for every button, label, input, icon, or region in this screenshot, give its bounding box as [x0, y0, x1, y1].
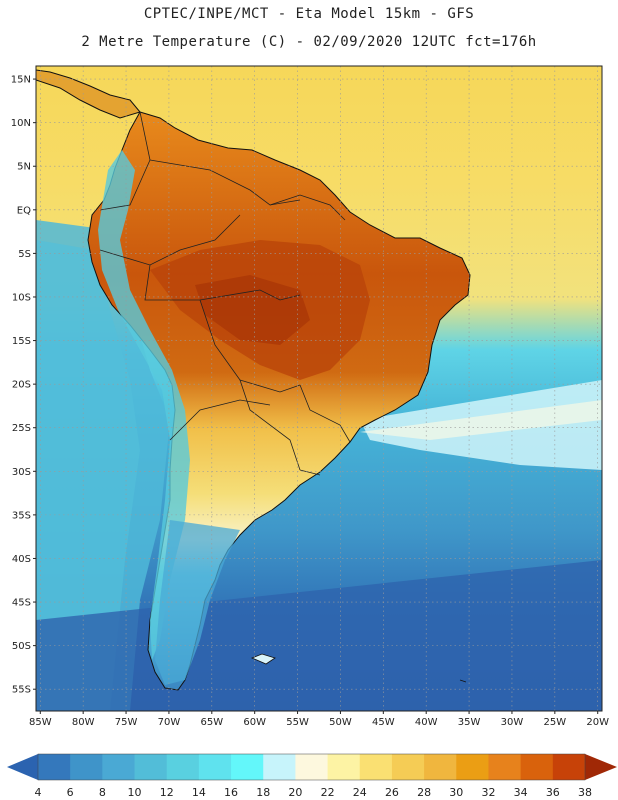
colorbar-label: 24	[353, 786, 367, 799]
lat-label: 50S	[12, 641, 31, 652]
lat-label: 55S	[12, 685, 31, 696]
colorbar-swatch	[102, 754, 136, 780]
colorbar-swatch	[70, 754, 103, 780]
colorbar-min-arrow	[7, 754, 38, 780]
lat-label: 5N	[17, 162, 31, 173]
lat-label: 15S	[12, 336, 31, 347]
lat-label: 30S	[12, 467, 31, 478]
colorbar-label: 14	[192, 786, 206, 799]
lat-label: 35S	[12, 510, 31, 521]
lon-label: 65W	[200, 717, 223, 728]
colorbar-swatch	[166, 754, 200, 780]
lat-label: 20S	[12, 380, 31, 391]
lat-label: EQ	[17, 205, 31, 216]
lon-label: 45W	[372, 717, 395, 728]
colorbar-swatch	[198, 754, 232, 780]
colorbar-label: 4	[35, 786, 42, 799]
lon-label: 80W	[72, 717, 95, 728]
colorbar-swatch	[263, 754, 296, 780]
lat-label: 5S	[18, 249, 31, 260]
lon-label: 50W	[329, 717, 352, 728]
lat-label: 10N	[11, 118, 31, 129]
lon-label: 20W	[586, 717, 609, 728]
lat-label: 45S	[12, 598, 31, 609]
map-subtitle: 2 Metre Temperature (C) - 02/09/2020 12U…	[81, 34, 537, 50]
lon-label: 75W	[115, 717, 138, 728]
lon-label: 30W	[501, 717, 524, 728]
colorbar-label: 26	[385, 786, 399, 799]
colorbar-label: 6	[67, 786, 74, 799]
lat-label: 10S	[12, 292, 31, 303]
colorbar-swatch	[520, 754, 554, 780]
map-title: CPTEC/INPE/MCT - Eta Model 15km - GFS	[143, 6, 475, 22]
latitude-labels: 15N 10N 5N EQ 5S 10S 15S 20S 25S 30S 35S 40S 45S 50S 5…	[11, 75, 36, 696]
colorbar-max-arrow	[585, 754, 617, 780]
colorbar-label: 32	[481, 786, 495, 799]
colorbar-label: 12	[160, 786, 174, 799]
lon-label: 55W	[286, 717, 309, 728]
colorbar-swatch	[552, 754, 586, 780]
lon-label: 35W	[458, 717, 481, 728]
lon-label: 85W	[29, 717, 52, 728]
colorbar-label: 36	[546, 786, 560, 799]
colorbar-label: 28	[417, 786, 431, 799]
colorbar-swatch	[488, 754, 522, 780]
colorbar-label: 20	[288, 786, 302, 799]
colorbar: 4 6 8 10 12 14 16 18 20 22 24 26 28 30 32 34 36 38	[7, 753, 617, 799]
colorbar-label: 10	[128, 786, 142, 799]
colorbar-swatch	[38, 754, 71, 780]
lat-label: 40S	[12, 554, 31, 565]
map-frame	[35, 65, 603, 712]
colorbar-label: 18	[256, 786, 270, 799]
colorbar-swatch	[295, 754, 329, 780]
colorbar-label: 38	[578, 786, 592, 799]
colorbar-swatch	[424, 754, 457, 780]
country-borders	[99, 111, 351, 476]
lon-label: 70W	[158, 717, 181, 728]
colorbar-label: 22	[321, 786, 335, 799]
colorbar-swatch	[327, 754, 361, 780]
lon-label: 25W	[544, 717, 567, 728]
lat-label: 15N	[11, 75, 31, 86]
lon-label: 60W	[243, 717, 266, 728]
colorbar-label: 30	[449, 786, 463, 799]
colorbar-swatch	[134, 754, 168, 780]
colorbar-label: 16	[224, 786, 238, 799]
colorbar-label: 34	[514, 786, 528, 799]
lat-label: 25S	[12, 423, 31, 434]
colorbar-swatch	[456, 754, 489, 780]
lon-label: 40W	[415, 717, 438, 728]
colorbar-swatch	[231, 754, 264, 780]
longitude-labels: 85W 80W 75W 70W 65W 60W 55W 50W 45W 40W 35W 30W 25W 2…	[29, 711, 609, 728]
colorbar-swatch	[359, 754, 393, 780]
colorbar-label: 8	[99, 786, 106, 799]
colorbar-swatch	[391, 754, 425, 780]
